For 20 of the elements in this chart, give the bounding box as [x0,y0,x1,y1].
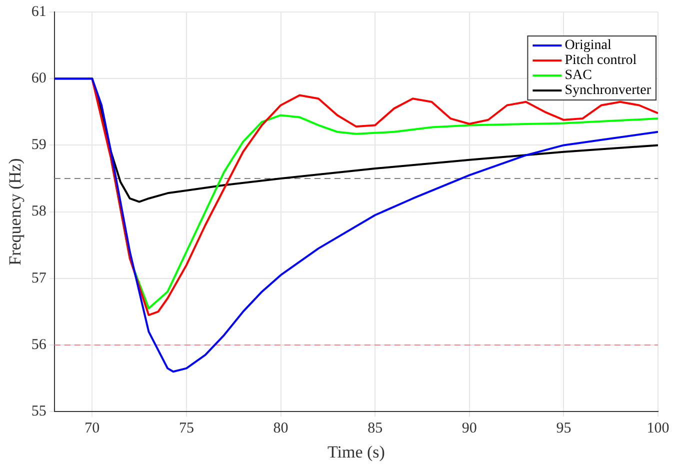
legend-label: Original [564,38,612,54]
y-tick-label: 60 [31,70,46,87]
y-tick-label: 55 [31,404,46,420]
legend-label: SAC [564,68,592,84]
x-tick-label: 95 [556,420,572,437]
x-tick-label: 75 [178,420,194,437]
y-tick-label: 59 [31,137,46,154]
y-axis-title: Frequency (Hz) [6,158,25,266]
x-tick-label: 90 [462,420,477,437]
x-tick-label: 85 [368,420,383,437]
y-tick-label: 57 [31,270,47,286]
x-tick-label: 80 [273,420,288,437]
x-tick-label: 100 [646,420,670,437]
x-tick-label: 70 [84,420,100,437]
x-axis-title: Time (s) [327,442,385,462]
legend-label: Pitch control [564,53,637,68]
y-tick-label: 56 [31,336,47,353]
y-tick-label: 58 [31,204,46,220]
y-tick-label: 61 [31,4,46,20]
legend-label: Synchronverter [564,83,652,98]
